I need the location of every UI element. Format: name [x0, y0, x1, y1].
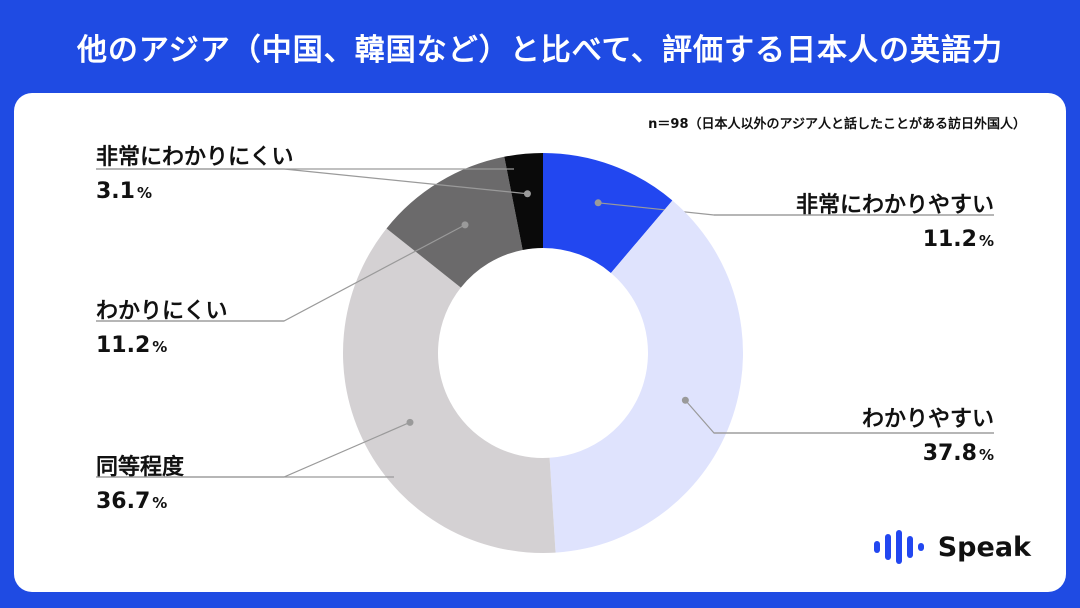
donut-slice — [543, 153, 673, 273]
chart-title: 他のアジア（中国、韓国など）と比べて、評価する日本人の英語力 — [76, 32, 1004, 68]
category-label: 非常にわかりやすい — [795, 193, 994, 218]
slice-label: 非常にわかりやすい 11.2% — [796, 187, 994, 252]
donut-slice — [504, 153, 543, 250]
value-label: 36.7% — [96, 489, 168, 514]
category-label: わかりにくい — [96, 299, 228, 324]
category-label: 非常にわかりにくい — [96, 145, 294, 170]
leader-dot — [523, 190, 531, 198]
value-label: 11.2% — [96, 333, 168, 358]
leader-dot — [681, 396, 689, 404]
leader-dot — [406, 418, 414, 426]
donut-slice — [549, 200, 743, 553]
slice-label: わかりにくい 11.2% — [96, 293, 228, 358]
value-label: 11.2% — [922, 227, 994, 252]
slice-label: 非常にわかりにくい 3.1% — [96, 139, 294, 204]
category-label: 同等程度 — [96, 455, 185, 480]
sound-wave-icon — [873, 530, 924, 564]
value-label: 37.8% — [922, 441, 994, 466]
slice-label: わかりやすい 37.8% — [862, 401, 994, 466]
value-label: 3.1% — [96, 179, 153, 204]
chart-card: n＝98（日本人以外のアジア人と話したことがある訪日外国人） 非常にわかりやすい… — [14, 93, 1066, 592]
sample-note: n＝98（日本人以外のアジア人と話したことがある訪日外国人） — [648, 117, 1026, 132]
donut-slice — [342, 228, 556, 553]
brand-name: Speak — [937, 531, 1031, 563]
donut-chart — [96, 153, 994, 553]
leader-dot — [594, 199, 602, 207]
slice-label: 同等程度 36.7% — [96, 449, 184, 514]
leader-dot — [461, 221, 469, 229]
speak-logo: Speak — [872, 530, 1031, 564]
category-label: わかりやすい — [861, 407, 994, 432]
